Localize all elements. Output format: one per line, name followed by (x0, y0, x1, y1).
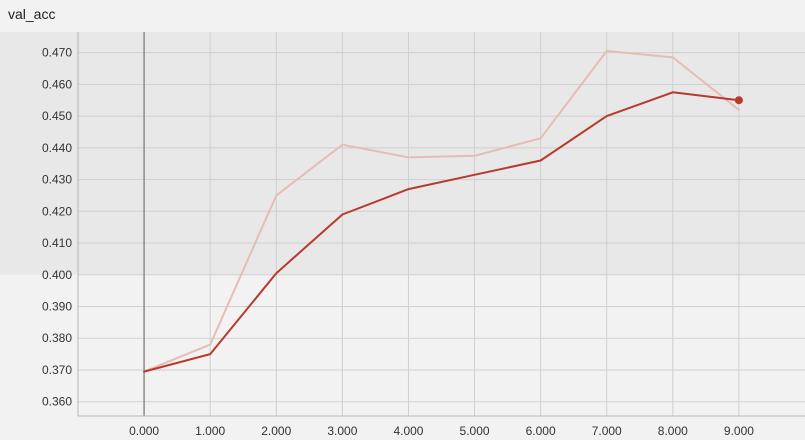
y-tick-label: 0.430 (42, 173, 72, 187)
chart-title: val_acc (8, 6, 56, 22)
y-tick-label: 0.440 (42, 141, 72, 155)
x-tick-label: 2.000 (261, 424, 291, 438)
y-tick-label: 0.460 (42, 77, 72, 91)
x-tick-label: 1.000 (195, 424, 225, 438)
x-tick-label: 9.000 (724, 424, 754, 438)
y-tick-label: 0.390 (42, 300, 72, 314)
y-tick-label: 0.420 (42, 204, 72, 218)
x-tick-label: 3.000 (327, 424, 357, 438)
y-tick-label: 0.410 (42, 236, 72, 250)
raw-series-line (143, 50, 740, 373)
plot-background (0, 32, 805, 275)
x-tick-label: 6.000 (526, 424, 556, 438)
series-layer (143, 50, 743, 373)
y-tick-label: 0.470 (42, 46, 72, 60)
y-tick-label: 0.360 (42, 395, 72, 409)
smoothed-series-line (143, 91, 740, 373)
y-tick-label: 0.380 (42, 331, 72, 345)
x-tick-label: 8.000 (658, 424, 688, 438)
axes (77, 32, 805, 417)
x-tick-label: 0.000 (129, 424, 159, 438)
last-point-marker (734, 96, 743, 105)
x-tick-label: 7.000 (592, 424, 622, 438)
y-tick-label: 0.400 (42, 268, 72, 282)
x-tick-label: 5.000 (460, 424, 490, 438)
y-tick-label: 0.370 (42, 363, 72, 377)
x-tick-label: 4.000 (393, 424, 423, 438)
plot-upper-band (0, 32, 805, 275)
y-tick-label: 0.450 (42, 109, 72, 123)
tick-labels: 0.360 0.370 0.380 0.390 0.400 0.410 0.420 0.430… (42, 46, 754, 438)
